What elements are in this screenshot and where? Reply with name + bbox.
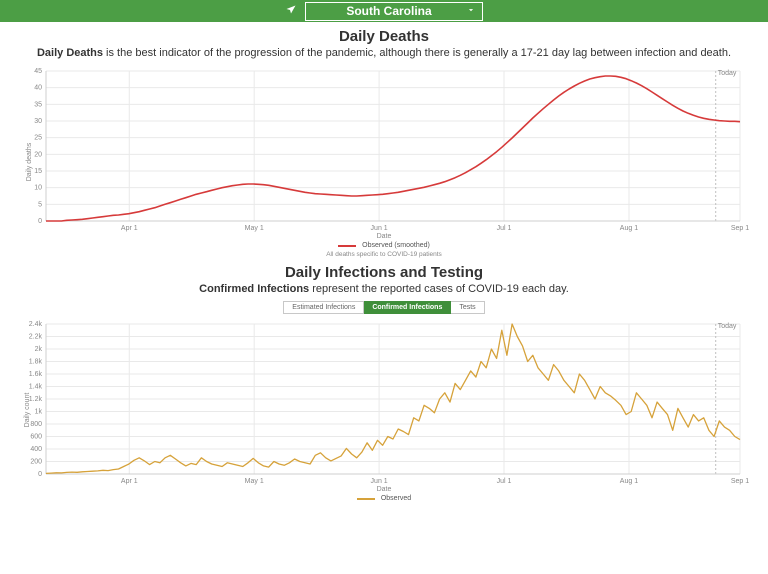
svg-text:45: 45 xyxy=(34,68,42,75)
svg-text:5: 5 xyxy=(38,201,42,208)
chart2-subtitle-rest: represent the reported cases of COVID-19… xyxy=(309,283,569,295)
svg-text:Apr 1: Apr 1 xyxy=(121,225,138,232)
chart2-tab-0[interactable]: Estimated Infections xyxy=(283,301,364,314)
chart2-subtitle: Confirmed Infections represent the repor… xyxy=(10,283,758,295)
location-icon xyxy=(285,4,297,19)
chart1-shell: Daily deaths 0 5 10 15 20 25 30 35 40 45 Apr 1 May … xyxy=(16,65,752,258)
svg-text:Today: Today xyxy=(718,70,737,77)
svg-text:1.6k: 1.6k xyxy=(29,371,43,378)
chart1-footnote: All deaths specific to COVID-19 patients xyxy=(16,251,752,258)
chart2-shell: Daily count 02004006008001k1.2k1.4k1.6k1… xyxy=(16,318,752,502)
svg-text:10: 10 xyxy=(34,185,42,192)
svg-text:Apr 1: Apr 1 xyxy=(121,478,138,485)
svg-text:600: 600 xyxy=(30,434,42,441)
svg-text:Sep 1: Sep 1 xyxy=(731,478,749,485)
svg-text:15: 15 xyxy=(34,168,42,175)
svg-text:20: 20 xyxy=(34,151,42,158)
chart2-tabs: Estimated InfectionsConfirmed Infections… xyxy=(0,301,768,314)
chart2-tab-2[interactable]: Tests xyxy=(451,301,484,314)
svg-text:Aug 1: Aug 1 xyxy=(620,225,638,232)
chart1-legend-swatch xyxy=(338,245,356,247)
svg-text:Jul 1: Jul 1 xyxy=(497,225,512,232)
state-select[interactable]: South Carolina xyxy=(305,2,483,21)
chart1-title: Daily Deaths xyxy=(0,28,768,45)
svg-text:Sep 1: Sep 1 xyxy=(731,225,749,232)
chart1-legend: Observed (smoothed) xyxy=(16,242,752,249)
chart2-legend-label: Observed xyxy=(381,495,411,502)
svg-text:0: 0 xyxy=(38,218,42,225)
svg-text:1k: 1k xyxy=(35,409,43,416)
header-bar: South Carolina xyxy=(0,0,768,22)
svg-text:200: 200 xyxy=(30,459,42,466)
chart1-plot: 0 5 10 15 20 25 30 35 40 45 Apr 1 May 1 Jun 1 Jul 1 Au… xyxy=(16,65,752,235)
chart1-subtitle-rest: is the best indicator of the progression… xyxy=(103,47,731,59)
chart2-subtitle-bold: Confirmed Infections xyxy=(199,283,309,295)
svg-text:0: 0 xyxy=(38,471,42,478)
chart2-legend: Observed xyxy=(16,495,752,502)
svg-text:Aug 1: Aug 1 xyxy=(620,478,638,485)
svg-text:2k: 2k xyxy=(35,346,43,353)
svg-text:40: 40 xyxy=(34,85,42,92)
svg-text:1.8k: 1.8k xyxy=(29,359,43,366)
chart1-subtitle: Daily Deaths is the best indicator of th… xyxy=(10,47,758,59)
state-select-value: South Carolina xyxy=(346,4,431,18)
chart1-legend-label: Observed (smoothed) xyxy=(362,242,430,249)
chart2-legend-swatch xyxy=(357,498,375,500)
svg-text:Jun 1: Jun 1 xyxy=(371,225,388,232)
svg-text:30: 30 xyxy=(34,118,42,125)
chart2-plot: 02004006008001k1.2k1.4k1.6k1.8k2k2.2k2.4… xyxy=(16,318,752,488)
svg-text:2.4k: 2.4k xyxy=(29,321,43,328)
chart2-tab-1[interactable]: Confirmed Infections xyxy=(364,301,451,314)
chart1-ylabel: Daily deaths xyxy=(26,142,33,181)
chart2-title: Daily Infections and Testing xyxy=(0,264,768,281)
svg-text:35: 35 xyxy=(34,101,42,108)
chart2-xlabel: Date xyxy=(16,486,752,493)
svg-text:1.4k: 1.4k xyxy=(29,384,43,391)
svg-text:Jun 1: Jun 1 xyxy=(371,478,388,485)
svg-text:800: 800 xyxy=(30,421,42,428)
chart1-subtitle-bold: Daily Deaths xyxy=(37,47,103,59)
svg-text:2.2k: 2.2k xyxy=(29,334,43,341)
svg-text:Today: Today xyxy=(718,323,737,330)
svg-text:25: 25 xyxy=(34,135,42,142)
chart1-xlabel: Date xyxy=(16,233,752,240)
svg-text:Jul 1: Jul 1 xyxy=(497,478,512,485)
svg-text:400: 400 xyxy=(30,446,42,453)
chevron-down-icon xyxy=(466,5,476,20)
svg-text:May 1: May 1 xyxy=(245,478,264,485)
chart2-ylabel: Daily count xyxy=(24,393,31,428)
svg-text:May 1: May 1 xyxy=(245,225,264,232)
